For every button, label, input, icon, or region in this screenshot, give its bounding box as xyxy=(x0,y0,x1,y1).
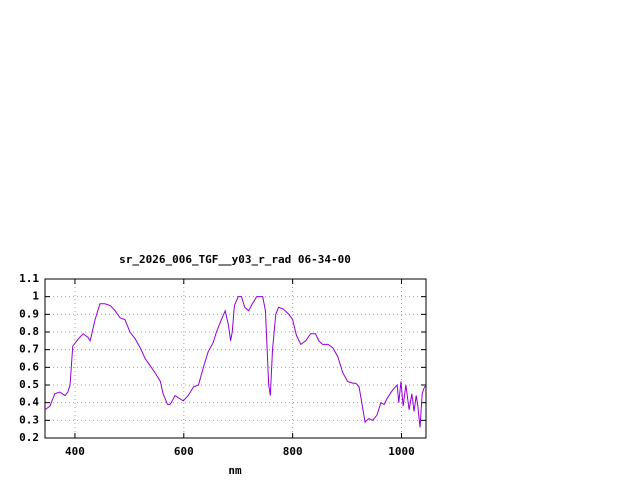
plot-frame xyxy=(44,278,427,439)
x-tick-label: 1000 xyxy=(388,445,415,458)
y-tick-label: 0.8 xyxy=(19,325,39,338)
y-tick-label: 0.9 xyxy=(19,307,39,320)
y-tick-label: 0.2 xyxy=(19,431,39,444)
x-tick-label: 600 xyxy=(174,445,194,458)
y-tick-label: 0.3 xyxy=(19,413,39,426)
x-axis-label: nm xyxy=(228,464,242,477)
x-tick-label: 800 xyxy=(283,445,303,458)
data-line xyxy=(44,296,427,428)
y-tick-label: 0.6 xyxy=(19,360,39,373)
y-tick-label: 0.5 xyxy=(19,378,39,391)
y-tick-label: 1 xyxy=(32,290,39,303)
chart-title: sr_2026_006_TGF__y03_r_rad 06-34-00 xyxy=(119,253,351,266)
y-tick-label: 1.1 xyxy=(19,272,39,285)
y-tick-label: 0.4 xyxy=(19,396,39,409)
y-tick-label: 0.7 xyxy=(19,343,39,356)
x-tick-label: 400 xyxy=(65,445,85,458)
